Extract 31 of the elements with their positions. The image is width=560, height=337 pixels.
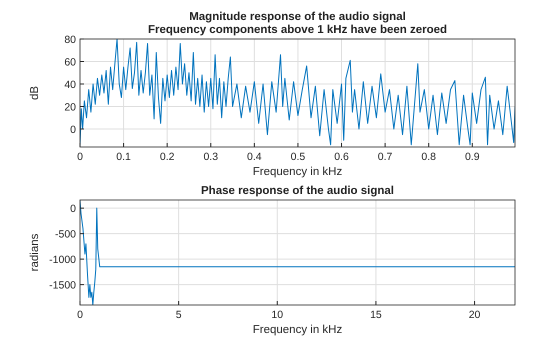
y-tick-label: 80 — [64, 34, 76, 46]
y-tick-label: 60 — [64, 56, 76, 68]
x-axis-title: Frequency in kHz — [252, 324, 342, 336]
line-series — [80, 39, 515, 147]
chart-title: Magnitude response of the audio signal — [189, 11, 406, 23]
x-tick-label: 0.1 — [116, 151, 132, 163]
x-axis-title: Frequency in kHz — [252, 166, 342, 178]
x-tick-label: 0.5 — [290, 151, 306, 163]
x-tick-label: 10 — [271, 309, 284, 321]
x-tick-label: 0.2 — [160, 151, 175, 163]
x-tick-label: 20 — [468, 309, 481, 321]
y-tick-label: 40 — [64, 79, 76, 91]
x-tick-label: 0.3 — [203, 151, 218, 163]
y-tick-label: -500 — [54, 228, 76, 241]
y-tick-label: -1500 — [49, 280, 76, 292]
y-tick-label: 20 — [64, 102, 76, 114]
chart-subtitle: Frequency components above 1 kHz have been zeroed — [148, 24, 448, 36]
x-tick-label: 5 — [176, 309, 182, 321]
y-tick-label: -1000 — [49, 254, 76, 266]
x-tick-label: 0.6 — [334, 151, 349, 163]
x-tick-label: 0.9 — [464, 151, 480, 163]
y-tick-label: 0 — [70, 203, 76, 216]
y-tick-label: 0 — [70, 124, 76, 136]
line-series — [80, 200, 515, 305]
x-tick-label: 0.7 — [378, 151, 393, 163]
x-tick-label: 15 — [370, 309, 382, 321]
y-axis-title: radians — [29, 233, 41, 272]
chart-title: Phase response of the audio signal — [201, 185, 394, 197]
x-tick-label: 0.8 — [421, 151, 436, 163]
x-tick-label: 0.4 — [247, 151, 262, 163]
y-axis-title: dB — [29, 86, 41, 100]
